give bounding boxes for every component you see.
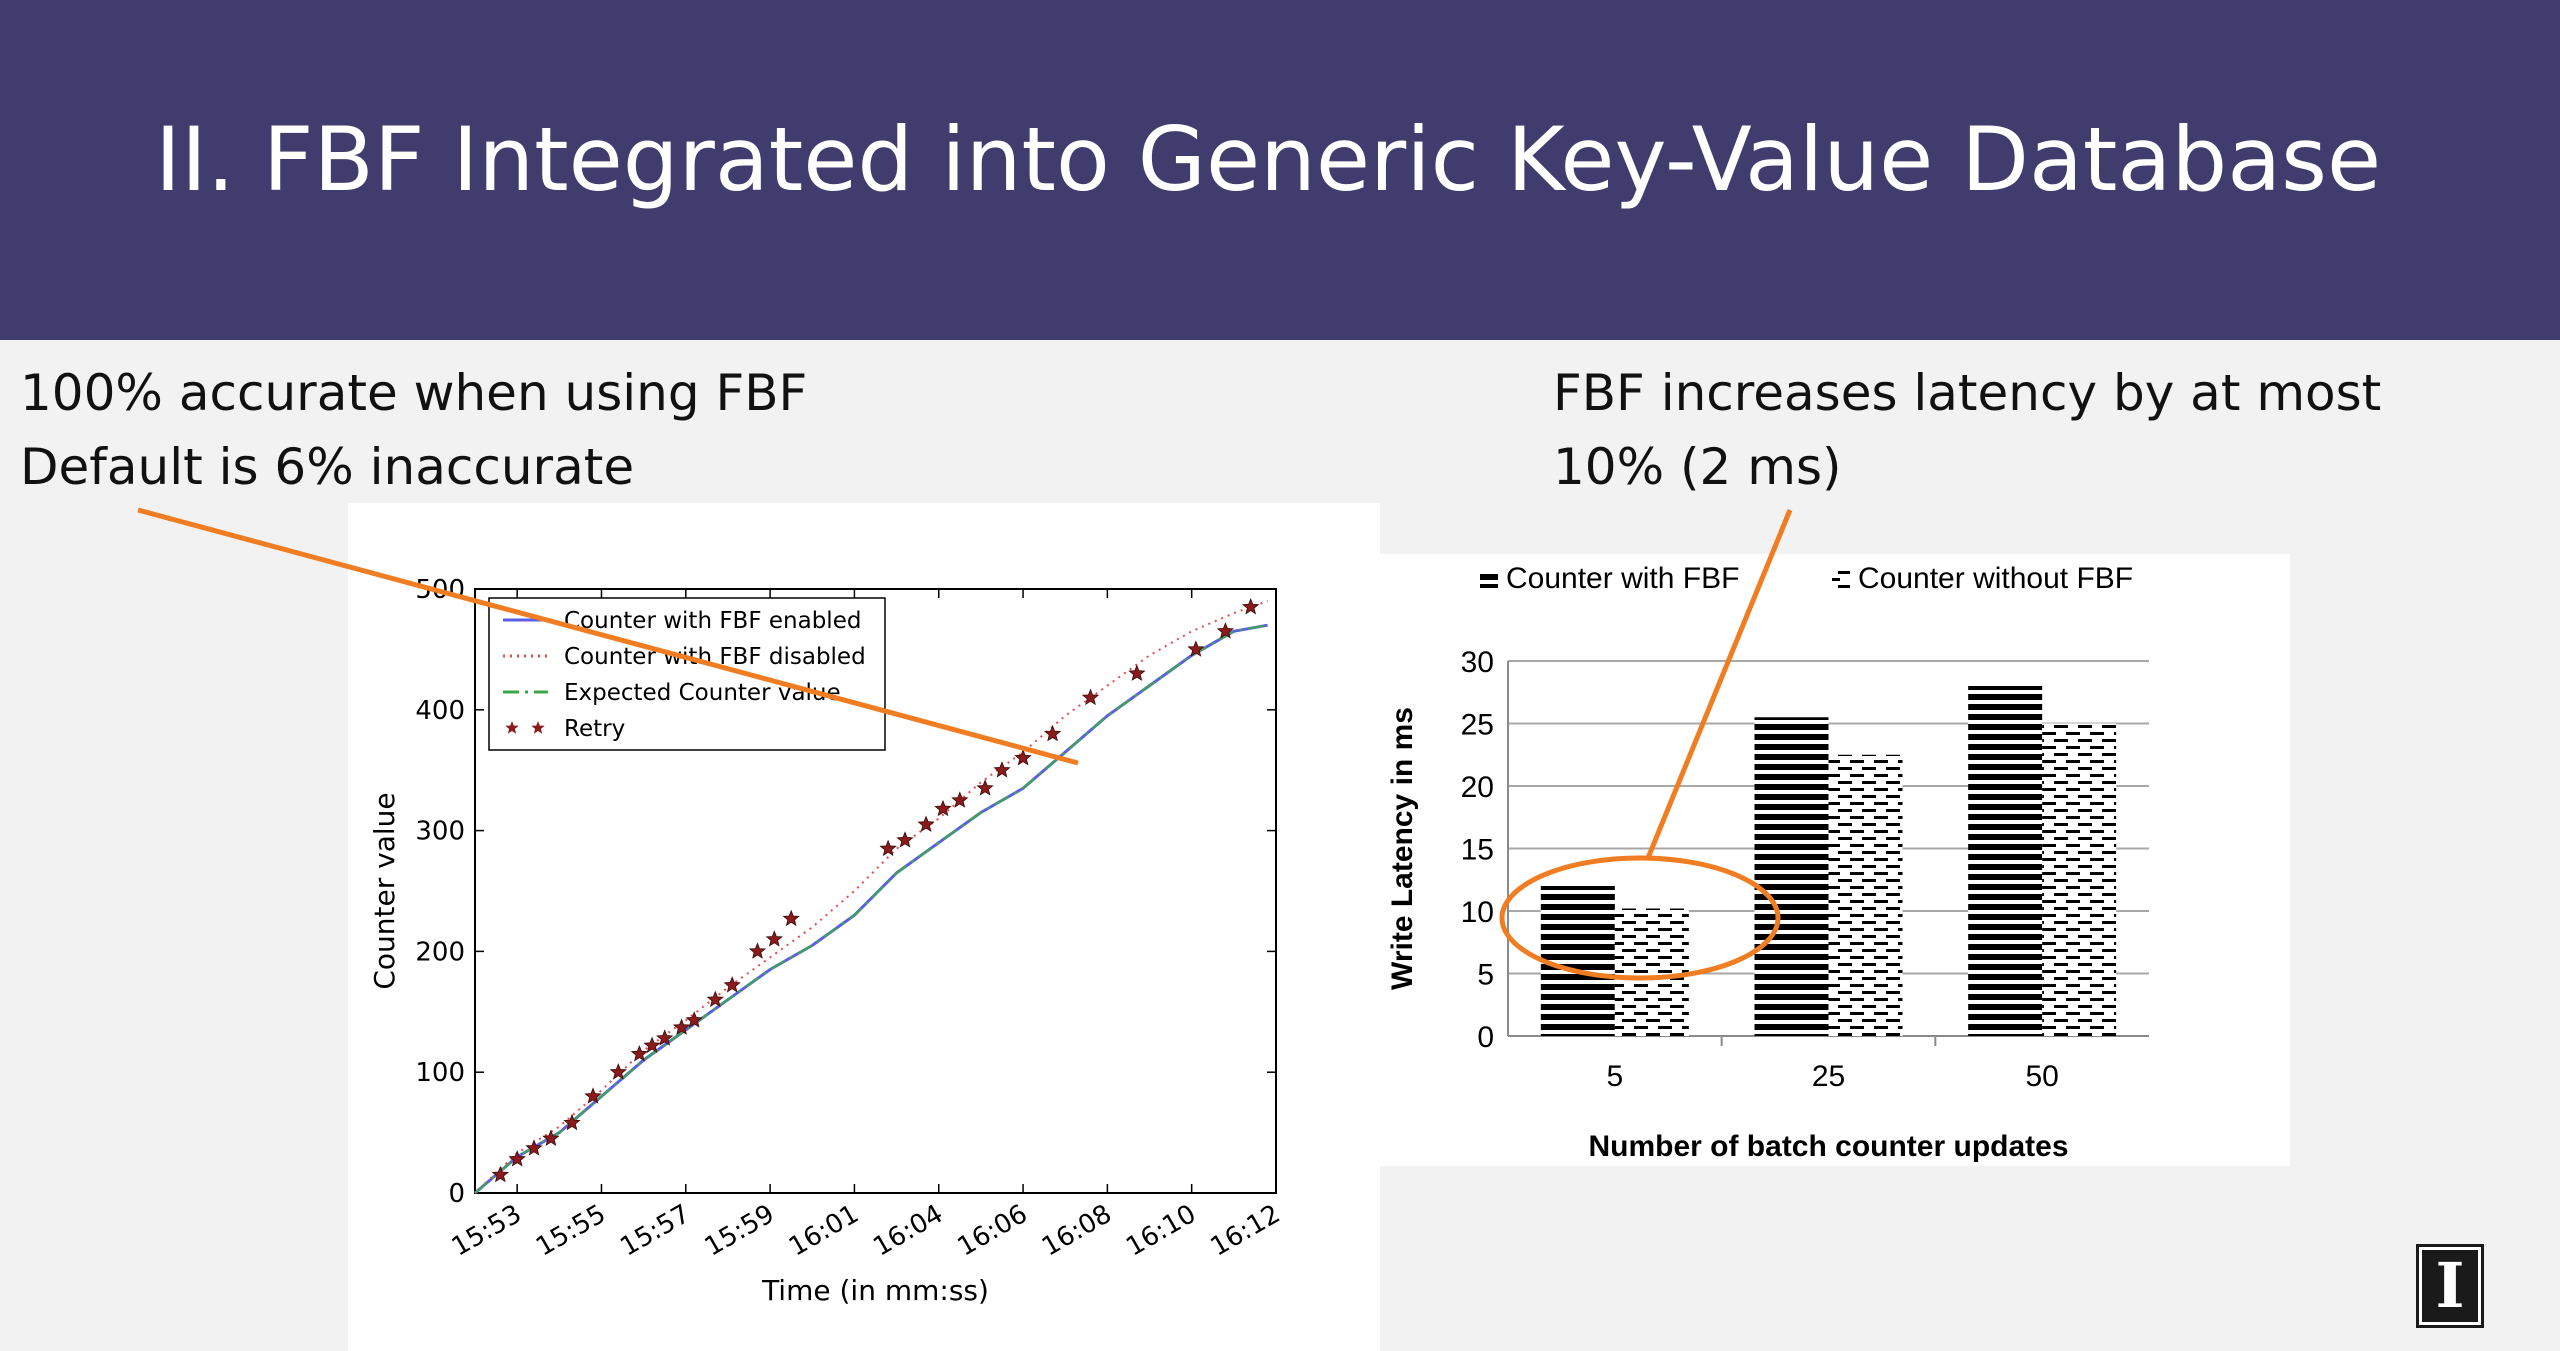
legend-label: Counter with FBF disabled [564,644,866,670]
y-tick-label: 200 [415,937,465,967]
legend-label: Counter with FBF enabled [564,608,861,634]
retry-marker [584,1087,602,1104]
x-tick-label: 16:10 [1121,1199,1201,1262]
x-tick-label: 16:04 [868,1199,948,1262]
y-tick-label: 0 [1477,1021,1494,1054]
retry-marker [879,839,897,857]
legend-label: Expected Counter value [564,680,841,706]
legend-swatch [1480,570,1498,588]
write-latency-bar-chart: 0 5 10 15 20 25 30 5 25 50 Number of batch counter… [1386,562,2149,1163]
x-tick-label: 16:12 [1206,1199,1286,1262]
y-tick-label: 5 [1477,959,1494,992]
retry-marker [525,1139,543,1156]
x-axis-label: Time (in mm:ss) [761,1274,989,1307]
retry-marker [782,909,800,927]
y-tick-label: 0 [448,1179,465,1209]
x-tick-label: 16:06 [953,1199,1033,1262]
retry-marker [917,815,935,832]
x-axis-label: Number of batch counter updates [1588,1130,2068,1163]
x-tick-label: 16:01 [784,1199,864,1262]
legend-label: Counter without FBF [1858,562,2133,595]
x-tick-label: 5 [1606,1060,1623,1093]
retry-marker [993,761,1011,778]
y-tick-label: 15 [1461,834,1494,867]
legend-swatch [1832,570,1850,588]
retry-marker [656,1029,674,1046]
y-axis-label: Write Latency in ms [1386,707,1419,990]
bar-25-1 [1754,717,1829,1036]
x-tick-label: 15:57 [615,1199,695,1262]
bar-25-2 [1828,754,1903,1036]
series-line-3 [474,624,1268,1194]
series-line-2 [474,600,1268,1194]
x-tick-label: 16:08 [1037,1199,1117,1262]
counter-value-chart-panel: 0 100 200 300 400 500 15:53 15:55 15:57 15:59 16:0… [348,503,1380,1351]
y-tick-label: 20 [1461,771,1494,804]
left-annotation: 100% accurate when using FBF Default is … [20,356,807,504]
y-tick-label: 100 [415,1058,465,1088]
bar-5-2 [1614,908,1689,1036]
y-tick-label: 25 [1461,709,1494,742]
retry-marker [1187,640,1205,657]
x-tick-label: 15:59 [700,1199,780,1262]
retry-marker [723,976,741,993]
legend-label: Counter with FBF [1506,562,1739,595]
retry-marker [934,799,952,817]
y-tick-label: 400 [415,696,465,726]
bar-50-2 [2042,723,2117,1036]
left-annotation-line-2: Default is 6% inaccurate [20,438,635,496]
x-tick-label: 50 [2025,1060,2058,1093]
retry-marker [685,1011,703,1028]
retry-marker [508,1150,526,1167]
retry-marker [706,990,724,1008]
retry-marker [1081,688,1100,706]
retry-marker [1014,749,1032,766]
left-annotation-line-1: 100% accurate when using FBF [20,364,808,422]
retry-marker [630,1045,649,1062]
legend: Counter with FBF enabled Counter with FBF… [488,597,886,751]
right-annotation-line-1: FBF increases latency by at most [1553,364,2382,422]
retry-marker [1216,622,1235,639]
right-annotation-line-2: 10% (2 ms) [1553,438,1842,496]
retry-marker [1128,664,1146,681]
y-tick-label: 10 [1461,896,1494,929]
retry-marker [491,1165,509,1183]
y-tick-label: 30 [1461,646,1494,679]
retry-marker [643,1036,661,1053]
retry-marker [563,1113,581,1131]
retry-marker [672,1018,691,1035]
retry-marker [609,1063,627,1080]
title-banner: II. FBF Integrated into Generic Key-Valu… [0,0,2560,340]
bar-5-1 [1540,886,1615,1036]
retry-marker [748,942,767,959]
bar-50-1 [1968,686,2043,1036]
y-tick-label: 300 [415,817,465,847]
x-tick-label: 25 [1812,1060,1845,1093]
y-axis-label: Counter value [368,792,401,989]
slide-title: II. FBF Integrated into Generic Key-Valu… [155,108,2382,211]
retry-marker [896,831,914,848]
retry-marker [765,930,783,947]
retry-marker [951,791,969,808]
write-latency-chart-panel: 0 5 10 15 20 25 30 5 25 50 Number of batch counter… [1378,554,2290,1166]
right-annotation: FBF increases latency by at most 10% (2 … [1553,356,2381,504]
retry-marker [1242,598,1260,615]
retry-marker [1043,724,1062,742]
retry-marker [976,779,994,796]
y-tick-label: 500 [415,575,465,605]
retry-marker [542,1129,560,1146]
legend-label: Retry [564,716,625,742]
university-logo: I [2416,1244,2484,1328]
x-tick-label: 15:55 [531,1199,611,1262]
